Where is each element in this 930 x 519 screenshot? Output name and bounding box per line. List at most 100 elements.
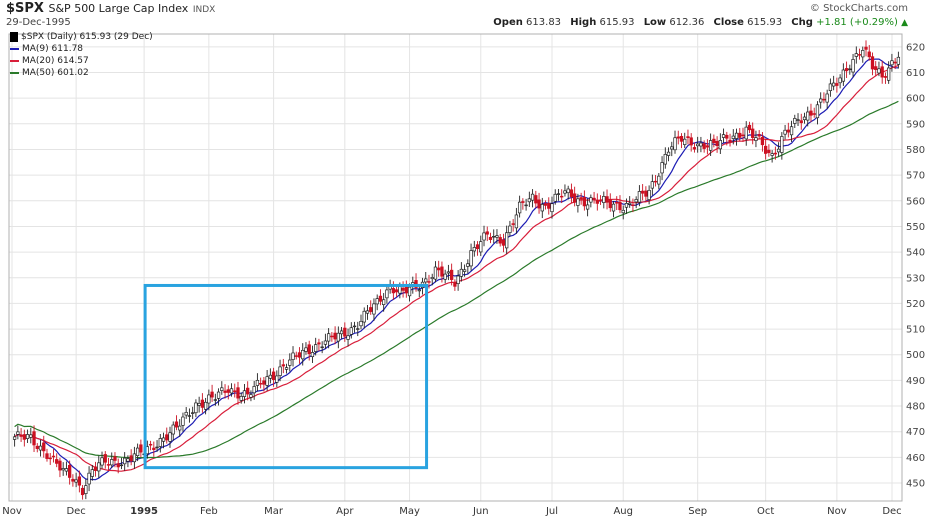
candle-body	[385, 289, 389, 299]
candle-body	[757, 134, 761, 137]
x-tick-label: Aug	[613, 506, 633, 517]
candle-body	[116, 463, 120, 468]
candle-body	[100, 457, 104, 466]
x-tick-label: Nov	[2, 506, 22, 517]
candle-body	[537, 199, 541, 209]
candle-body	[132, 453, 137, 463]
candle-body	[171, 424, 175, 435]
x-tick-label: Mar	[264, 506, 284, 517]
x-tick-label: 1995	[130, 506, 158, 517]
candle-body	[453, 282, 457, 287]
candle-body	[553, 193, 557, 202]
candle-body	[825, 93, 829, 103]
candle-body	[822, 98, 826, 101]
candle-body	[362, 310, 366, 323]
y-tick-label: 450	[906, 479, 925, 490]
candle-body	[812, 113, 816, 115]
candle-body	[333, 332, 337, 340]
candle-body	[466, 263, 470, 267]
candle-body	[585, 204, 590, 210]
candle-body	[213, 399, 217, 401]
candle-body	[168, 432, 172, 442]
candle-body	[242, 390, 247, 397]
candle-body	[883, 76, 888, 78]
candle-body	[64, 468, 69, 472]
candle-body	[725, 134, 729, 139]
close-value: 615.93	[747, 17, 783, 28]
candle-body	[773, 152, 778, 155]
candle-body	[229, 388, 234, 394]
x-tick-label: Nov	[827, 506, 847, 517]
candle-body	[734, 132, 739, 139]
candle-body	[592, 197, 596, 200]
candle-body	[621, 209, 625, 214]
candle-body	[637, 191, 642, 203]
candle-body	[378, 295, 383, 302]
candle-body	[611, 203, 616, 212]
x-tick-label: May	[399, 506, 420, 517]
symbol: $SPX	[6, 1, 44, 16]
candle-body	[252, 386, 256, 394]
candle-body	[19, 434, 23, 437]
candle-body	[200, 399, 205, 408]
x-tick-label: Apr	[336, 506, 354, 517]
candle-body	[547, 203, 551, 209]
candle-body	[670, 146, 674, 150]
x-tick-label: Jun	[472, 506, 489, 517]
y-tick-label: 620	[906, 42, 925, 53]
y-tick-label: 480	[906, 402, 925, 413]
y-tick-label: 590	[906, 119, 925, 130]
candle-body	[705, 145, 710, 148]
candle-body	[469, 250, 473, 267]
candle-body	[887, 67, 891, 81]
candle-body	[579, 197, 583, 200]
candle-body	[97, 462, 101, 472]
candle-body	[401, 287, 405, 291]
highlight-box	[143, 283, 429, 470]
candle-body	[398, 286, 402, 294]
candle-body	[449, 269, 454, 280]
candle-body	[197, 402, 201, 406]
candle-body	[16, 431, 20, 435]
candle-body	[181, 416, 185, 426]
candle-body	[780, 136, 784, 153]
candle-body	[158, 438, 162, 447]
y-tick-label: 460	[906, 453, 925, 464]
candle-body	[472, 247, 476, 252]
x-tick-label: Sep	[688, 506, 707, 517]
candle-body	[281, 364, 285, 367]
candle-body	[806, 111, 810, 121]
candle-body	[809, 110, 813, 116]
candle-body	[203, 401, 208, 410]
candle-body	[666, 151, 671, 156]
candle-body	[877, 68, 881, 74]
y-tick-label: 550	[906, 222, 925, 233]
candle-body	[275, 375, 279, 383]
candle-body	[291, 352, 295, 360]
y-tick-label: 500	[906, 350, 925, 361]
candle-body	[265, 376, 269, 386]
candle-body	[77, 476, 82, 486]
candle-body	[751, 128, 755, 138]
high-value: 615.93	[599, 17, 635, 28]
candle-body	[84, 485, 88, 494]
candle-body	[365, 310, 370, 314]
candle-body	[702, 143, 706, 149]
candle-body	[696, 143, 700, 147]
candle-body	[330, 335, 334, 338]
candle-body	[744, 126, 748, 140]
candle-body	[857, 54, 862, 56]
candle-body	[560, 195, 564, 198]
candle-body	[715, 140, 719, 147]
candle-body	[896, 56, 901, 65]
candle-body	[789, 126, 794, 136]
candle-body	[589, 197, 593, 203]
candle-body	[699, 142, 703, 147]
candle-body	[479, 241, 483, 253]
low-value: 612.36	[669, 17, 705, 28]
candle-body	[29, 434, 33, 438]
credit-text: © StockCharts.com	[809, 3, 908, 14]
candle-body	[582, 197, 587, 207]
candle-body	[747, 124, 752, 131]
